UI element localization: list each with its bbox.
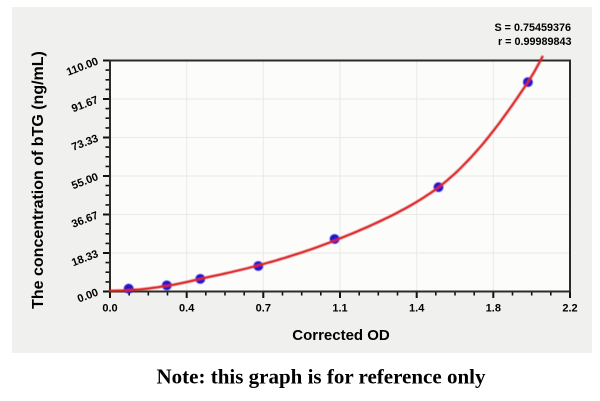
svg-text:The concentration of bTG (ng/m: The concentration of bTG (ng/mL): [30, 51, 47, 309]
svg-text:S = 0.75459376: S = 0.75459376: [494, 22, 571, 34]
svg-text:2.2: 2.2: [562, 303, 577, 315]
svg-text:0.7: 0.7: [256, 303, 271, 315]
svg-text:r = 0.99989843: r = 0.99989843: [498, 36, 572, 48]
svg-text:0.0: 0.0: [102, 303, 117, 315]
svg-text:1.8: 1.8: [486, 303, 501, 315]
svg-text:Note: this graph is for refere: Note: this graph is for reference only: [157, 365, 486, 389]
svg-text:1.1: 1.1: [332, 303, 347, 315]
svg-text:Corrected OD: Corrected OD: [292, 327, 390, 344]
svg-text:0.4: 0.4: [179, 303, 195, 315]
svg-text:1.4: 1.4: [409, 303, 425, 315]
